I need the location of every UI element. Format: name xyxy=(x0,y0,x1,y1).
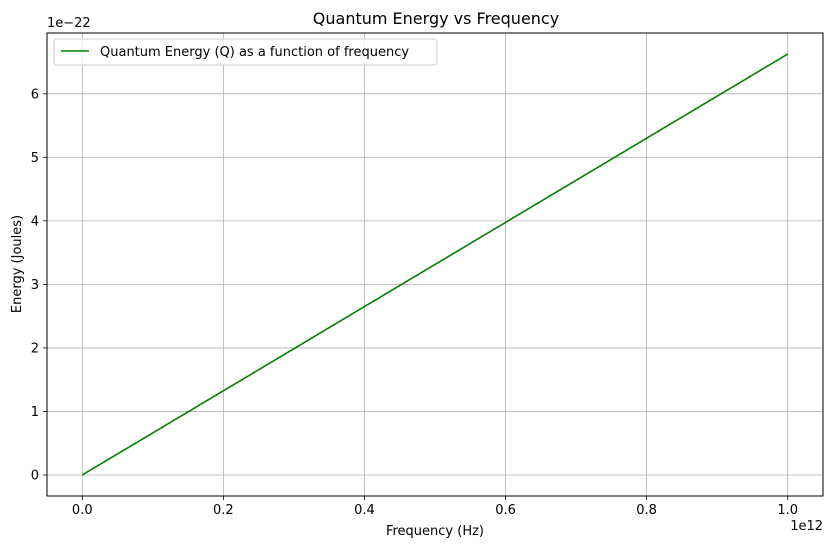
y-tick-label: 5 xyxy=(31,151,39,166)
x-tick-label: 0.6 xyxy=(495,503,516,518)
y-tick-label: 3 xyxy=(31,278,39,293)
y-tick-label: 0 xyxy=(31,468,39,483)
plot-frame xyxy=(46,32,824,497)
y-offset-label: 1e−22 xyxy=(47,16,91,31)
x-tick-label: 0.0 xyxy=(72,503,93,518)
x-axis-label: Frequency (Hz) xyxy=(386,524,484,539)
y-tick-label: 2 xyxy=(31,341,39,356)
y-tick-label: 1 xyxy=(31,405,39,420)
chart-title: Quantum Energy vs Frequency xyxy=(313,9,559,28)
series-line xyxy=(81,53,789,476)
x-tick-label: 0.2 xyxy=(213,503,234,518)
y-tick-label: 4 xyxy=(31,214,39,229)
legend-entry-label: Quantum Energy (Q) as a function of freq… xyxy=(100,45,409,60)
x-offset-label: 1e12 xyxy=(790,519,823,534)
series-layer xyxy=(81,53,789,476)
legend: Quantum Energy (Q) as a function of freq… xyxy=(53,38,438,66)
y-axis-label: Energy (Joules) xyxy=(10,215,25,313)
grid xyxy=(47,33,823,496)
plot-area: 0.0 0.2 0.4 0.6 0.8 1.0 0 1 2 3 4 5 6 xyxy=(31,32,824,518)
x-tick-label: 0.8 xyxy=(636,503,657,518)
x-tick-label: 1.0 xyxy=(777,503,798,518)
y-tick-label: 6 xyxy=(31,87,39,102)
legend-box xyxy=(53,38,438,66)
x-tick-label: 0.4 xyxy=(354,503,375,518)
ticks: 0.0 0.2 0.4 0.6 0.8 1.0 0 1 2 3 4 5 6 xyxy=(31,87,798,518)
